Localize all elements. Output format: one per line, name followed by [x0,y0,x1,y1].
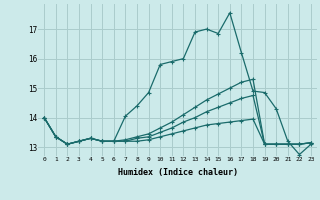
X-axis label: Humidex (Indice chaleur): Humidex (Indice chaleur) [118,168,238,177]
